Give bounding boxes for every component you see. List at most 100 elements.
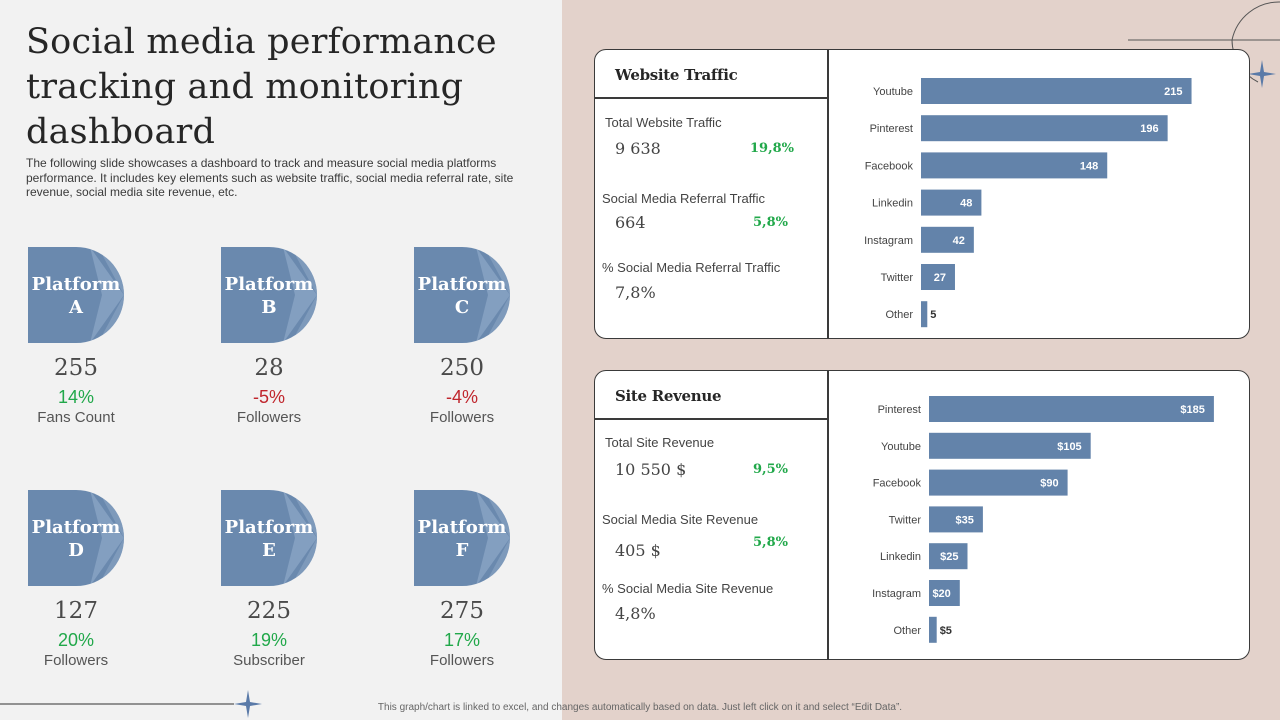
platform-change: -5% bbox=[252, 387, 285, 407]
bar bbox=[921, 152, 1108, 179]
metric-label: Social Media Site Revenue bbox=[602, 512, 759, 527]
bar-value-label: $105 bbox=[1057, 441, 1081, 453]
metric-value: 4,8% bbox=[615, 604, 656, 623]
platform-change: -4% bbox=[445, 387, 478, 407]
platform-name: Platform F bbox=[414, 516, 510, 562]
metric-value: 664 bbox=[615, 213, 646, 232]
badge-highlight bbox=[476, 490, 510, 586]
metric-label: Total Site Revenue bbox=[605, 435, 715, 450]
metric-value: 9 638 bbox=[615, 139, 661, 158]
platform-badge-shape bbox=[221, 490, 317, 586]
metric-label: % Social Media Site Revenue bbox=[602, 581, 774, 596]
platform-caption: Followers bbox=[43, 652, 109, 669]
platform-card: Platform D 127 20% Followers bbox=[0, 490, 160, 690]
bar-category-label: Twitter bbox=[889, 514, 922, 526]
bar-category-label: Instagram bbox=[872, 588, 921, 600]
platform-letter: B bbox=[261, 297, 277, 318]
bar bbox=[929, 469, 1068, 496]
bar-value-label: 27 bbox=[934, 272, 946, 284]
metric-change: 5,8% bbox=[753, 215, 788, 230]
sparkle-icon bbox=[1248, 60, 1276, 88]
bar-category-label: Linkedin bbox=[880, 551, 921, 563]
bar-value-label: $35 bbox=[956, 514, 974, 526]
bar-value-label: 215 bbox=[1164, 86, 1182, 98]
badge-highlight bbox=[90, 247, 124, 343]
platform-badge-shape bbox=[28, 247, 124, 343]
platform-name: Platform E bbox=[221, 516, 317, 562]
badge-highlight bbox=[90, 490, 124, 586]
bar bbox=[929, 543, 968, 570]
metric-value: 405 $ bbox=[615, 541, 661, 560]
panel-divider bbox=[595, 97, 828, 99]
bar-category-label: Facebook bbox=[873, 478, 922, 490]
bar bbox=[929, 580, 960, 606]
bar bbox=[921, 189, 982, 216]
site-revenue-panel: Site Revenue Total Site Revenue 10 550 $… bbox=[594, 370, 1250, 660]
bar-value-label: $25 bbox=[940, 551, 958, 563]
platform-badge-shape bbox=[221, 247, 317, 343]
platform-caption: Fans Count bbox=[37, 409, 115, 426]
bar bbox=[921, 78, 1192, 104]
left-background bbox=[0, 0, 562, 720]
platform-value: 28 bbox=[254, 355, 284, 381]
platform-card: Platform E 225 19% Subscriber bbox=[193, 490, 353, 690]
platform-card: Platform F 275 17% Followers bbox=[386, 490, 546, 690]
site-revenue-bar-chart: Pinterest $185 Youtube $105 Facebook $90 Twitt… bbox=[872, 396, 1214, 643]
platform-value: 255 bbox=[54, 355, 98, 381]
bar bbox=[921, 264, 955, 290]
bar bbox=[921, 301, 928, 328]
platform-change: 19% bbox=[250, 630, 288, 650]
bar bbox=[929, 506, 983, 533]
platform-letter: E bbox=[262, 540, 276, 561]
metric-change: 19,8% bbox=[750, 141, 795, 156]
metric-label: Total Website Traffic bbox=[605, 115, 722, 130]
platform-name-line: Platform bbox=[417, 274, 507, 295]
platform-badge-shape bbox=[414, 490, 510, 586]
platform-badge-shape bbox=[28, 490, 124, 586]
bar-value-label: 148 bbox=[1080, 160, 1098, 172]
platform-card: Platform C 250 -4% Followers bbox=[386, 247, 546, 447]
metric-label: Social Media Referral Traffic bbox=[602, 191, 766, 206]
panel-title: Site Revenue bbox=[615, 387, 722, 405]
bar bbox=[921, 226, 974, 253]
bar bbox=[929, 396, 1214, 422]
website-traffic-panel: Website Traffic Total Website Traffic 9 … bbox=[594, 49, 1250, 339]
platform-name: Platform A bbox=[28, 273, 124, 319]
panel-divider bbox=[827, 371, 829, 659]
bar-category-label: Linkedin bbox=[872, 198, 913, 210]
metric-change: 5,8% bbox=[753, 535, 788, 550]
bar-category-label: Pinterest bbox=[870, 123, 913, 135]
page-title: Social media performance tracking and mo… bbox=[26, 22, 497, 152]
platform-caption: Followers bbox=[429, 409, 495, 426]
platform-badge-shape bbox=[414, 247, 510, 343]
bar-value-label: $185 bbox=[1180, 404, 1204, 416]
platform-letter: D bbox=[68, 540, 84, 561]
bar bbox=[921, 115, 1168, 142]
platform-letter: F bbox=[455, 540, 469, 561]
bar bbox=[929, 432, 1091, 459]
platform-name-line: Platform bbox=[224, 517, 314, 538]
platform-letter: C bbox=[454, 297, 470, 318]
badge-highlight bbox=[283, 490, 317, 586]
platform-value: 127 bbox=[54, 598, 98, 624]
platform-name-line: Platform bbox=[31, 517, 121, 538]
bar-category-label: Youtube bbox=[881, 441, 921, 453]
bar-category-label: Instagram bbox=[864, 235, 913, 247]
bar-category-label: Pinterest bbox=[878, 404, 921, 416]
platform-name-line: Platform bbox=[417, 517, 507, 538]
footer-note: This graph/chart is linked to excel, and… bbox=[377, 702, 903, 713]
bar-category-label: Youtube bbox=[873, 86, 913, 98]
metric-label: % Social Media Referral Traffic bbox=[602, 260, 781, 275]
platform-card: Platform B 28 -5% Followers bbox=[193, 247, 353, 447]
panel-divider bbox=[595, 418, 828, 420]
bar-category-label: Twitter bbox=[881, 272, 914, 284]
bar-category-label: Other bbox=[893, 625, 921, 637]
bar-value-label: 42 bbox=[953, 235, 965, 247]
platform-value: 225 bbox=[247, 598, 291, 624]
platform-value: 275 bbox=[440, 598, 484, 624]
page-description: The following slide showcases a dashboar… bbox=[26, 156, 514, 199]
panel-title: Website Traffic bbox=[615, 66, 738, 84]
decorative-bottom-line bbox=[0, 690, 262, 718]
bar-value-label: 196 bbox=[1140, 123, 1158, 135]
platform-name-line: Platform bbox=[31, 274, 121, 295]
